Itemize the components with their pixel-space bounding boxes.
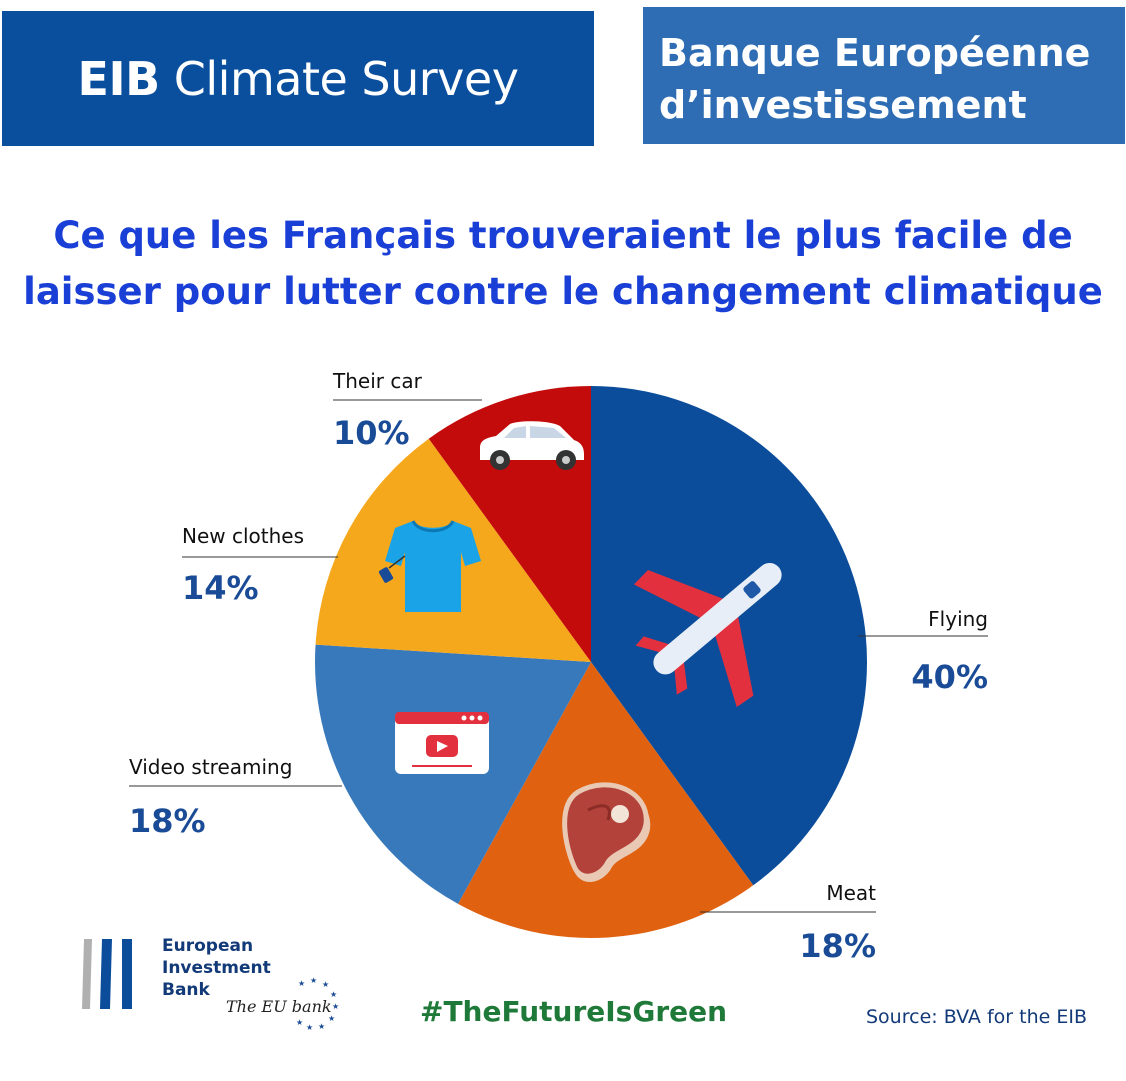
eib-logo-name: European Investment Bank (162, 935, 271, 1001)
pie-slice-video-streaming (314, 644, 591, 904)
steak-icon (562, 782, 651, 883)
slice-label: Flying (928, 607, 988, 631)
survey-title-bold: EIB (77, 51, 161, 106)
eib-logo-name-line3: Bank (162, 980, 210, 1000)
video-player-icon (395, 712, 489, 774)
headline-line2: laisser pour lutter contre le changement… (23, 270, 1103, 313)
tshirt-icon (378, 520, 481, 612)
svg-text:★: ★ (306, 1023, 313, 1032)
bank-name-line1: Banque Européenne (659, 31, 1091, 75)
svg-text:★: ★ (296, 1018, 303, 1027)
hashtag[interactable]: #TheFutureIsGreen (420, 995, 728, 1028)
slice-label: Their car (332, 369, 423, 393)
bank-name-line2: d’investissement (659, 83, 1027, 127)
eib-logo-name-line2: Investment (162, 958, 271, 978)
eu-stars-icon: ★ ★★ ★★★ ★★★ (296, 976, 339, 1032)
slice-label: Video streaming (129, 755, 292, 779)
eib-tagline: The EU bank (226, 997, 332, 1016)
slice-value-label: 14% (182, 569, 259, 607)
slice-value-label: 18% (799, 927, 876, 965)
airplane-icon (633, 563, 782, 707)
slice-value-label: 40% (911, 658, 988, 696)
source-note: Source: BVA for the EIB (866, 1006, 1087, 1028)
survey-title-rest: Climate Survey (173, 51, 519, 106)
svg-text:★: ★ (318, 1022, 325, 1031)
slice-value-label: 18% (129, 802, 206, 840)
svg-text:★: ★ (322, 980, 329, 989)
survey-title-banner: EIB Climate Survey (2, 11, 594, 146)
svg-text:★: ★ (310, 976, 317, 985)
svg-text:★: ★ (332, 1002, 339, 1011)
svg-text:★: ★ (328, 1014, 335, 1023)
car-icon (480, 421, 584, 470)
bank-name-banner: Banque Européenne d’investissement (643, 7, 1125, 144)
headline-line1: Ce que les Français trouveraient le plus… (53, 214, 1073, 257)
eib-logo: European Investment Bank ★ ★ ★ ★ ★ ★ ★ ★ ★ The… (80, 935, 350, 1035)
slice-value-label: 10% (333, 414, 410, 452)
slice-label: New clothes (182, 524, 304, 548)
svg-text:★: ★ (330, 990, 337, 999)
eib-logo-bars-icon (82, 939, 132, 1009)
survey-title: EIB Climate Survey (78, 52, 519, 106)
eib-logo-name-line1: European (162, 936, 254, 956)
svg-text:★: ★ (298, 979, 305, 988)
slice-label: Meat (826, 881, 876, 905)
chart-headline: Ce que les Français trouveraient le plus… (0, 208, 1126, 320)
